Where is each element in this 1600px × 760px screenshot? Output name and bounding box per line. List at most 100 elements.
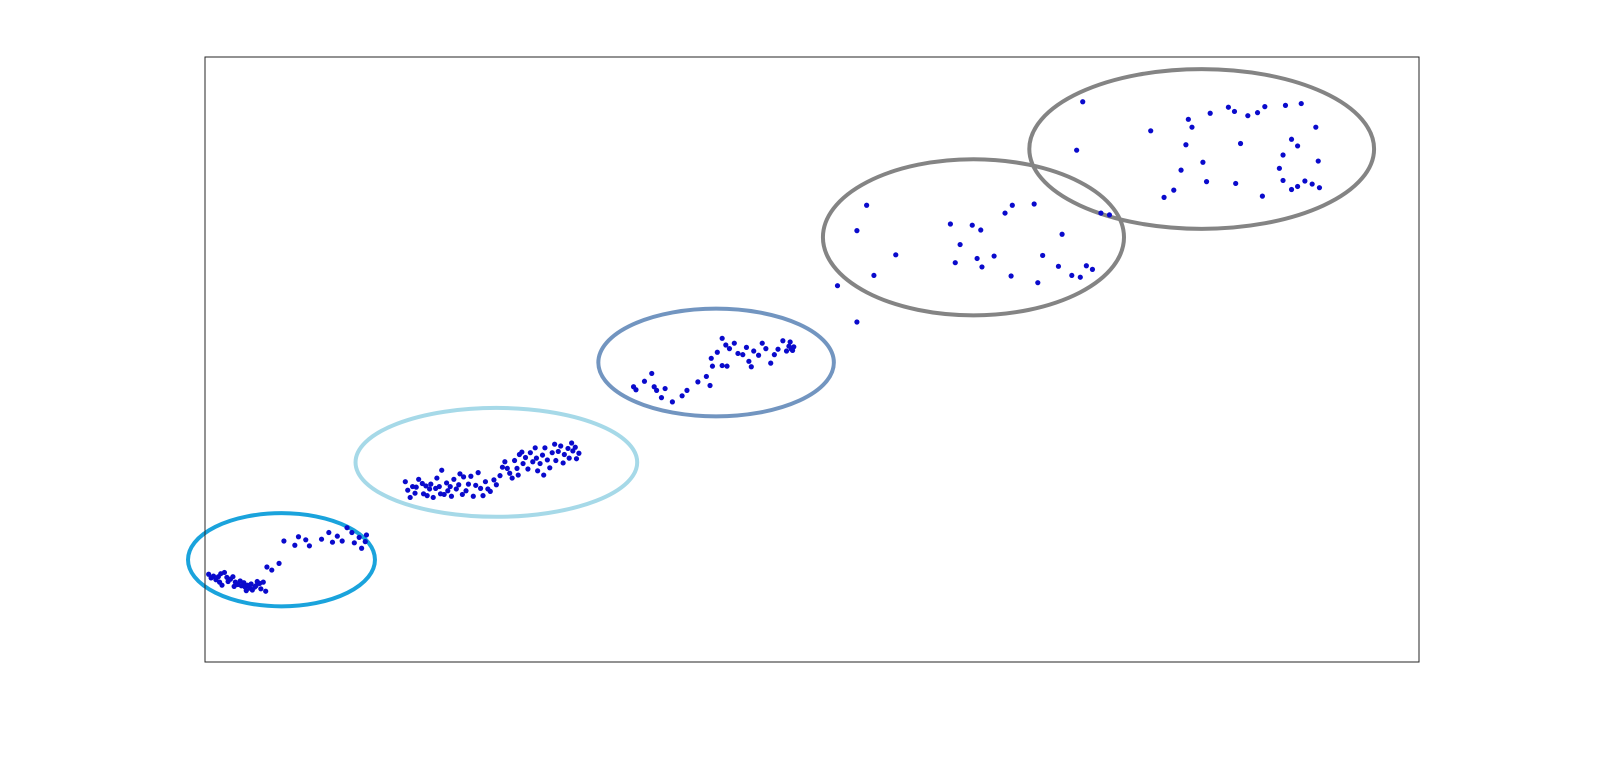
data-point [864, 202, 870, 208]
data-point [791, 344, 797, 350]
data-point [470, 493, 476, 499]
data-point [522, 454, 529, 461]
data-point [499, 464, 506, 470]
data-point [221, 569, 228, 576]
data-point [854, 319, 860, 325]
data-point [547, 465, 553, 471]
data-point [1259, 193, 1265, 199]
cluster-ellipse-1 [186, 511, 377, 609]
data-point [349, 529, 355, 536]
data-point [654, 387, 660, 393]
data-point [465, 481, 472, 487]
data-point [1080, 99, 1086, 105]
data-point [260, 579, 266, 585]
data-point [566, 455, 572, 461]
data-point [459, 491, 465, 498]
data-point [426, 486, 433, 492]
data-point [463, 488, 469, 494]
data-point [731, 340, 737, 346]
axes-frame [204, 56, 1420, 663]
data-point [493, 482, 499, 488]
data-point [269, 567, 275, 573]
data-point [451, 476, 457, 482]
data-point [1276, 165, 1282, 171]
data-point [1171, 187, 1177, 193]
data-point [1083, 263, 1089, 269]
data-point [1245, 113, 1251, 119]
data-point [1161, 194, 1167, 200]
data-point [969, 222, 975, 228]
data-point [947, 221, 953, 227]
data-point [871, 272, 877, 279]
data-point [893, 252, 899, 258]
data-point [555, 448, 561, 455]
data-point [448, 493, 455, 499]
data-point [1055, 263, 1062, 269]
data-point [230, 574, 236, 580]
data-point [1309, 181, 1315, 187]
data-point [573, 456, 580, 462]
data-point [1280, 177, 1286, 184]
data-point [520, 460, 526, 467]
data-point [834, 283, 841, 289]
data-point [1262, 104, 1268, 110]
data-point [525, 466, 531, 472]
data-point [1185, 116, 1191, 122]
cluster-ellipse-3 [596, 306, 836, 419]
data-point [447, 483, 453, 490]
data-point [248, 581, 254, 587]
data-point [416, 476, 422, 482]
data-point [544, 457, 550, 463]
data-point [787, 339, 793, 345]
data-point [743, 344, 750, 350]
data-point [281, 538, 287, 544]
data-point [263, 588, 269, 594]
data-point [1315, 158, 1321, 164]
data-point [502, 459, 508, 465]
data-point [726, 346, 733, 352]
cluster-ellipses [186, 67, 1377, 609]
data-point [771, 352, 777, 358]
data-point [436, 483, 442, 490]
data-point [565, 445, 571, 452]
data-point [468, 473, 474, 479]
data-point [1059, 231, 1065, 237]
data-point [768, 360, 774, 366]
data-point [480, 493, 486, 499]
data-point [1282, 102, 1289, 108]
data-point [504, 465, 510, 471]
data-point [707, 382, 713, 389]
data-point [1148, 128, 1154, 134]
data-point [1183, 142, 1189, 148]
data-point [1231, 108, 1238, 115]
data-point [507, 470, 513, 476]
data-point [561, 451, 567, 458]
data-point [326, 529, 332, 536]
data-point [1237, 140, 1244, 147]
data-point [974, 255, 980, 262]
data-point [746, 358, 752, 364]
data-point [979, 264, 985, 270]
data-point [957, 241, 963, 248]
data-point [1008, 273, 1014, 279]
data-point [553, 457, 559, 464]
data-point [542, 445, 548, 451]
data-point [445, 488, 451, 494]
data-point [1302, 178, 1308, 184]
data-point [362, 539, 368, 545]
data-point [434, 475, 440, 481]
data-point [783, 348, 790, 354]
data-point [1313, 124, 1319, 130]
data-point [264, 564, 270, 570]
data-point [334, 533, 340, 539]
data-point [537, 460, 543, 467]
data-point [662, 385, 668, 392]
data-point [1207, 110, 1213, 116]
data-point [719, 362, 725, 369]
data-point [514, 465, 520, 471]
data-point [1189, 124, 1195, 130]
data-point [482, 479, 489, 485]
data-point [487, 488, 493, 494]
data-point [576, 450, 582, 456]
data-point [1040, 252, 1046, 259]
